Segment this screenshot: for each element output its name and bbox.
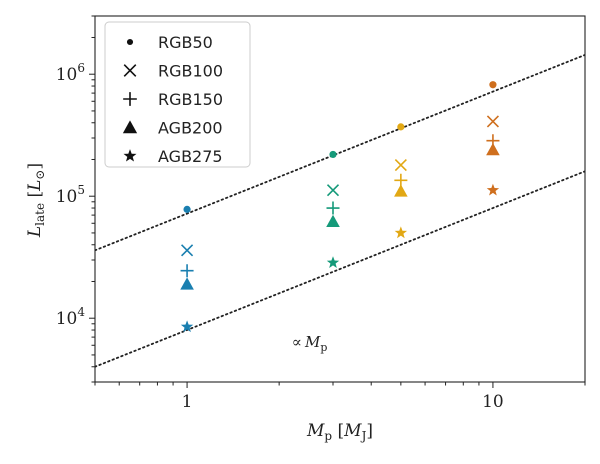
legend-label: RGB100: [158, 62, 223, 81]
marker-rgb100-mp-3: [326, 184, 340, 197]
marker-rgb150-mp-3: [326, 201, 340, 215]
marker-agb275-mp-1: [180, 320, 194, 333]
marker-rgb50-mp-3: [329, 150, 337, 159]
marker-rgb50-mp-10: [489, 81, 497, 89]
legend-entry-agb275: AGB275: [123, 147, 223, 166]
x-tick-label: 10: [482, 392, 504, 412]
y-tick-label: 104: [56, 305, 86, 329]
marker-agb200-mp-3: [326, 214, 340, 227]
legend-label: RGB50: [158, 33, 213, 52]
marker-agb275-mp-3: [326, 256, 340, 268]
legend-entry-rgb50: RGB50: [126, 33, 213, 52]
legend-entry-rgb150: RGB150: [123, 90, 223, 109]
legend-label: AGB200: [158, 119, 223, 138]
y-tick-label: 105: [56, 183, 85, 207]
marker-rgb100-mp-10: [486, 115, 499, 128]
legend-marker-agb200: [122, 120, 138, 134]
data-markers: [180, 81, 500, 333]
legend-box: [104, 21, 251, 168]
legend-marker-agb275: [123, 149, 137, 162]
marker-rgb50-mp-1: [183, 205, 191, 213]
x-axis-ticks: 1 10: [94, 382, 586, 412]
marker-rgb100-mp-5: [394, 159, 407, 172]
x-axis-label: Mp [MJ]: [306, 421, 373, 443]
plot-frame: [94, 15, 586, 383]
marker-rgb50-mp-5: [397, 123, 405, 131]
y-tick-label: 106: [56, 61, 85, 85]
legend-entry-agb200: AGB200: [122, 119, 223, 138]
legend-label: AGB275: [158, 147, 223, 166]
proportionality-annotation: ∝ Mp: [292, 333, 328, 354]
legend: RGB50 RGB100 RGB150 AGB200 AGB275: [104, 21, 251, 168]
y-axis-ticks: 104 105 106: [56, 15, 95, 383]
marker-agb200-mp-5: [394, 184, 408, 197]
legend-marker-rgb150: [123, 92, 137, 106]
marker-agb200-mp-1: [180, 277, 194, 290]
marker-agb275-mp-5: [394, 226, 408, 239]
legend-label: RGB150: [158, 90, 223, 109]
x-tick-label: 1: [182, 392, 193, 412]
reference-line-1: [95, 53, 585, 252]
legend-marker-rgb100: [123, 64, 137, 77]
reference-lines: [95, 53, 585, 368]
marker-rgb150-mp-1: [180, 264, 194, 278]
reference-line-2: [95, 170, 585, 368]
marker-agb275-mp-10: [486, 183, 500, 196]
legend-marker-rgb50: [126, 38, 134, 46]
marker-agb200-mp-10: [486, 143, 500, 156]
y-axis-label: Llate [L⊙]: [25, 163, 47, 238]
marker-rgb100-mp-1: [181, 244, 194, 257]
legend-entry-rgb100: RGB100: [123, 62, 223, 81]
